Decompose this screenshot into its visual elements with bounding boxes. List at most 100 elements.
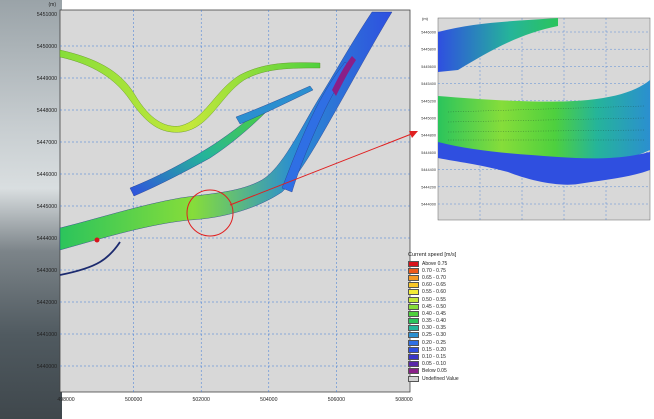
main-y-tick-label: 5450000 [37, 44, 57, 50]
zoom-arrow-head [409, 131, 418, 138]
zoom-y-tick-label: 5444400 [421, 168, 436, 172]
legend-item: 0.50 - 0.55 [408, 296, 484, 303]
legend-swatch [408, 368, 419, 375]
legend-swatch [408, 310, 419, 317]
legend-item: 0.70 - 0.75 [408, 267, 484, 274]
zoom-y-unit: (m) [422, 16, 429, 21]
main-x-tick-label: 506000 [328, 397, 345, 403]
legend-label: 0.15 - 0.20 [422, 346, 446, 353]
main-y-tick-label: 5442000 [37, 300, 57, 306]
legend-label: Above 0.75 [422, 260, 448, 267]
zoom-main-channel [438, 80, 650, 168]
legend-swatch [408, 303, 419, 310]
main-y-tick-label: 5448000 [37, 108, 57, 114]
legend-title: Current speed [m/s] [408, 252, 457, 258]
legend-label: 0.45 - 0.50 [422, 303, 446, 310]
river-network [59, 11, 393, 276]
legend-item: 0.25 - 0.30 [408, 332, 484, 339]
background-photo [0, 0, 62, 419]
zoom-highlight-circle [186, 189, 234, 237]
legend-swatch [408, 274, 419, 281]
legend-label: 0.25 - 0.30 [422, 332, 446, 339]
zoom-y-tick-label: 5444600 [421, 151, 436, 155]
legend-swatch [408, 282, 419, 289]
zoom-y-tick-label: 5445400 [421, 82, 436, 86]
legend-swatch [408, 375, 419, 382]
main-y-tick-label: 5449000 [37, 76, 57, 82]
main-y-tick-label: 5443000 [37, 268, 57, 274]
legend-label: 0.55 - 0.60 [422, 289, 446, 296]
zoom-y-tick-label: 5444800 [421, 134, 436, 138]
legend-item: Above 0.75 [408, 260, 484, 267]
legend-swatch [408, 332, 419, 339]
zoom-lower-edge [438, 142, 650, 185]
legend-swatch [408, 267, 419, 274]
legend-label: 0.70 - 0.75 [422, 267, 446, 274]
main-x-axis-labels: 498000 500000 502000 504000 506000 508000 [57, 397, 412, 403]
legend-item: 0.45 - 0.50 [408, 303, 484, 310]
legend-swatch [408, 318, 419, 325]
main-x-tick-label: 508000 [395, 397, 412, 403]
zoom-arrow [229, 132, 415, 206]
legend-label: 0.30 - 0.35 [422, 325, 446, 332]
tributary [59, 241, 121, 276]
zoom-y-tick-label: 5445600 [421, 65, 436, 69]
legend-swatch [408, 361, 419, 368]
legend-swatch [408, 296, 419, 303]
legend-item: 0.40 - 0.45 [408, 310, 484, 317]
main-y-tick-label: 5447000 [37, 140, 57, 146]
zoom-y-axis-labels: 5446000 5445800 5445600 5445400 5445200 54450… [421, 31, 436, 207]
legend-label: 0.40 - 0.45 [422, 310, 446, 317]
legend-label: 0.65 - 0.70 [422, 274, 446, 281]
zoom-y-tick-label: 5446000 [421, 31, 436, 35]
legend-item: Undefined Value [408, 375, 484, 382]
legend-label: 0.50 - 0.55 [422, 296, 446, 303]
main-map-plot: 5451000 5450000 5449000 5448000 5447000 54460… [37, 2, 418, 403]
legend-item: 0.65 - 0.70 [408, 274, 484, 281]
legend-item: 0.15 - 0.20 [408, 346, 484, 353]
zoom-y-tick-label: 5444200 [421, 185, 436, 189]
zoom-y-tick-label: 5445200 [421, 99, 436, 103]
speed-legend: Current speed [m/s] Above 0.75 0.70 - 0.7… [408, 252, 484, 402]
zoom-y-tick-label: 5444000 [421, 203, 436, 207]
main-y-tick-label: 5446000 [37, 172, 57, 178]
legend-swatch [408, 289, 419, 296]
legend-swatch [408, 339, 419, 346]
zoom-y-tick-label: 5445000 [421, 117, 436, 121]
legend-item: 0.55 - 0.60 [408, 289, 484, 296]
zoom-upper-channel [438, 18, 558, 72]
upper-channel [235, 85, 314, 125]
legend-item: Below 0.05 [408, 368, 484, 375]
main-estuary [59, 11, 393, 251]
legend-item: 0.30 - 0.35 [408, 325, 484, 332]
zoom-y-tick-label: 5445800 [421, 48, 436, 52]
main-y-tick-label: 5440000 [37, 364, 57, 370]
legend-item: 0.60 - 0.65 [408, 282, 484, 289]
main-y-tick-label: 5445000 [37, 204, 57, 210]
main-x-tick-label: 500000 [125, 397, 142, 403]
legend-swatch [408, 346, 419, 353]
legend-item: 0.05 - 0.10 [408, 361, 484, 368]
legend-item: 0.10 - 0.15 [408, 353, 484, 361]
main-y-tick-label: 5451000 [37, 12, 57, 18]
legend-swatch [408, 325, 419, 332]
main-x-tick-label: 498000 [57, 397, 74, 403]
legend-item: 0.20 - 0.25 [408, 339, 484, 346]
north-channel [59, 49, 321, 133]
main-y-tick-label: 5441000 [37, 332, 57, 338]
main-y-axis-labels: 5451000 5450000 5449000 5448000 5447000 54460… [37, 12, 57, 370]
legend-label: 0.35 - 0.40 [422, 318, 446, 325]
main-y-unit: (m) [49, 2, 57, 8]
main-y-tick-label: 5444000 [37, 236, 57, 242]
legend-label: Undefined Value [422, 375, 459, 382]
legend-label: 0.05 - 0.10 [422, 361, 446, 368]
legend-label: 0.60 - 0.65 [422, 282, 446, 289]
main-x-tick-label: 504000 [260, 397, 277, 403]
zoom-map-plot: 5446000 5445800 5445600 5445400 5445200 54450… [421, 16, 651, 221]
legend-swatch [408, 260, 419, 267]
legend-swatch [408, 354, 419, 361]
purple-channel [332, 56, 356, 96]
legend-label: 0.20 - 0.25 [422, 339, 446, 346]
legend-item: 0.35 - 0.40 [408, 318, 484, 325]
legend-label: Below 0.05 [422, 368, 447, 375]
